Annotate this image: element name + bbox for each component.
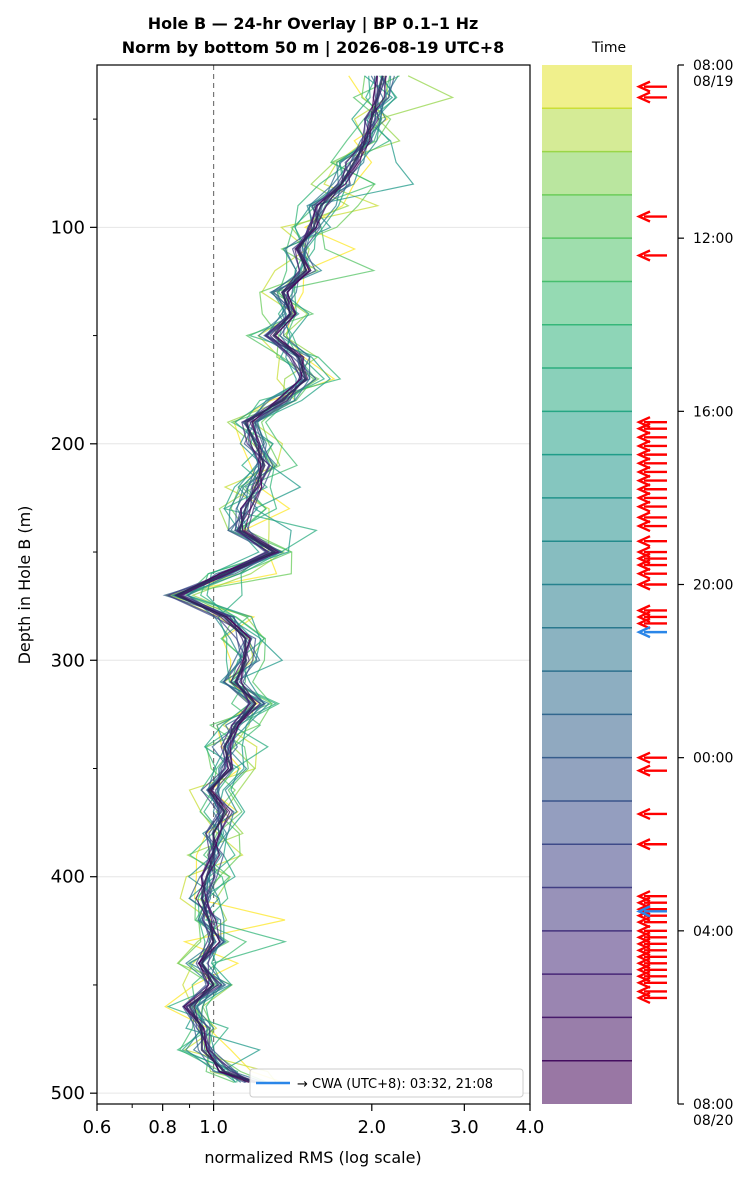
- event-arrow-head: [636, 80, 651, 93]
- colorbar-band: [542, 368, 632, 412]
- event-arrow-head: [636, 991, 651, 1005]
- event-arrow-head: [636, 838, 651, 851]
- y-tick-label: 300: [51, 650, 85, 671]
- time-tick-label: 20:00: [693, 578, 733, 594]
- event-arrow-head: [636, 807, 651, 821]
- colorbar-band: [542, 65, 632, 109]
- colorbar-band: [542, 844, 632, 888]
- colorbar-label: Time: [591, 40, 626, 56]
- colorbar-band: [542, 1017, 632, 1061]
- x-tick-label: 4.0: [516, 1117, 545, 1138]
- event-arrow-head: [636, 558, 651, 572]
- time-tick-label: 08:00: [693, 1097, 733, 1113]
- colorbar-band: [542, 757, 632, 801]
- trace-line: [168, 75, 392, 1083]
- chart-title: Hole B — 24-hr Overlay | BP 0.1–1 Hz: [148, 14, 479, 34]
- trace-line: [166, 75, 383, 1083]
- event-arrow-head: [636, 465, 651, 479]
- event-arrow-head: [636, 905, 651, 918]
- event-arrow-head: [636, 249, 651, 262]
- colorbar-band: [542, 887, 632, 931]
- colorbar-band: [542, 151, 632, 195]
- colorbar-band: [542, 194, 632, 239]
- y-tick-label: 200: [51, 434, 85, 455]
- colorbar-band: [542, 324, 632, 369]
- colorbar-band: [542, 584, 632, 628]
- plot-area: [97, 65, 530, 1104]
- colorbar-band: [542, 541, 632, 585]
- y-tick-label: 400: [51, 867, 85, 888]
- x-tick-label: 0.6: [83, 1117, 112, 1138]
- time-tick-label: 04:00: [693, 924, 733, 940]
- colorbar-band: [542, 974, 632, 1018]
- colorbar-band: [542, 497, 632, 542]
- x-tick-label: 1.0: [199, 1117, 228, 1138]
- colorbar-band: [542, 238, 632, 282]
- event-arrow-head: [636, 511, 651, 524]
- colorbar-band: [542, 714, 632, 758]
- time-axis: 08:0008/1912:0016:0020:0000:0004:0008:00…: [677, 58, 733, 1129]
- median-line: [174, 75, 384, 1084]
- event-arrow-head: [636, 431, 651, 444]
- event-arrow-head: [636, 500, 651, 513]
- event-arrow-head: [636, 210, 651, 223]
- y-axis: 100 200 300 400 500: [51, 118, 97, 1104]
- event-arrow-head: [636, 578, 651, 591]
- event-arrow-head: [636, 617, 651, 630]
- legend-label: → CWA (UTC+8): 03:32, 21:08: [297, 1077, 493, 1092]
- time-tick-label: 08:00: [693, 58, 733, 74]
- y-tick-label: 100: [51, 217, 85, 238]
- colorbar-band: [542, 671, 632, 715]
- x-axis: 0.6 0.8 1.0 2.0 3.0 4.0: [83, 1104, 545, 1138]
- legend-box: [249, 1068, 524, 1098]
- y-axis-label: Depth in Hole B (m): [15, 506, 34, 665]
- time-tick-label: 08/20: [693, 1113, 733, 1129]
- chart-subtitle: Norm by bottom 50 m | 2026-08-19 UTC+8: [122, 38, 505, 58]
- colorbar-band: [542, 627, 632, 672]
- x-tick-label: 3.0: [450, 1117, 479, 1138]
- time-tick-label: 08/19: [693, 74, 733, 90]
- event-arrow-head: [636, 491, 651, 505]
- event-arrow-head: [636, 916, 651, 929]
- trace-line: [176, 75, 455, 1083]
- event-arrow-head: [636, 764, 651, 777]
- event-arrows: [636, 80, 667, 1005]
- colorbar-band: [542, 108, 632, 152]
- x-tick-label: 0.8: [148, 1117, 177, 1138]
- event-arrow-head: [636, 976, 651, 989]
- colorbar-band: [542, 281, 632, 325]
- colorbar-band: [542, 930, 632, 975]
- trace-line: [162, 75, 387, 1083]
- event-arrow-head: [636, 626, 651, 639]
- event-arrow-head: [636, 422, 651, 435]
- time-tick-label: 16:00: [693, 404, 733, 420]
- plot-frame: [96, 64, 531, 1105]
- event-arrow-head: [636, 567, 651, 580]
- trace-line: [166, 75, 386, 1083]
- colorbar-band: [542, 454, 632, 498]
- event-arrow-head: [636, 483, 651, 496]
- event-arrow-head: [636, 457, 651, 470]
- trace-line: [164, 75, 389, 1083]
- time-tick-label: 00:00: [693, 751, 733, 767]
- colorbar: [542, 65, 632, 1104]
- colorbar-band: [542, 800, 632, 845]
- time-tick-label: 12:00: [693, 231, 733, 247]
- legend: → CWA (UTC+8): 03:32, 21:08: [249, 1068, 524, 1098]
- colorbar-band: [542, 411, 632, 455]
- event-arrow-head: [636, 535, 651, 548]
- x-tick-label: 2.0: [357, 1117, 386, 1138]
- colorbar-band: [542, 1060, 632, 1104]
- event-arrow-head: [636, 474, 651, 487]
- event-arrow-head: [636, 448, 651, 461]
- x-axis-label: normalized RMS (log scale): [204, 1148, 421, 1167]
- event-arrow-head: [636, 751, 651, 764]
- y-tick-label: 500: [51, 1083, 85, 1104]
- event-arrow-head: [636, 519, 651, 533]
- trace-line: [171, 75, 387, 1083]
- event-arrow-head: [636, 91, 651, 104]
- event-arrow-head: [636, 439, 651, 453]
